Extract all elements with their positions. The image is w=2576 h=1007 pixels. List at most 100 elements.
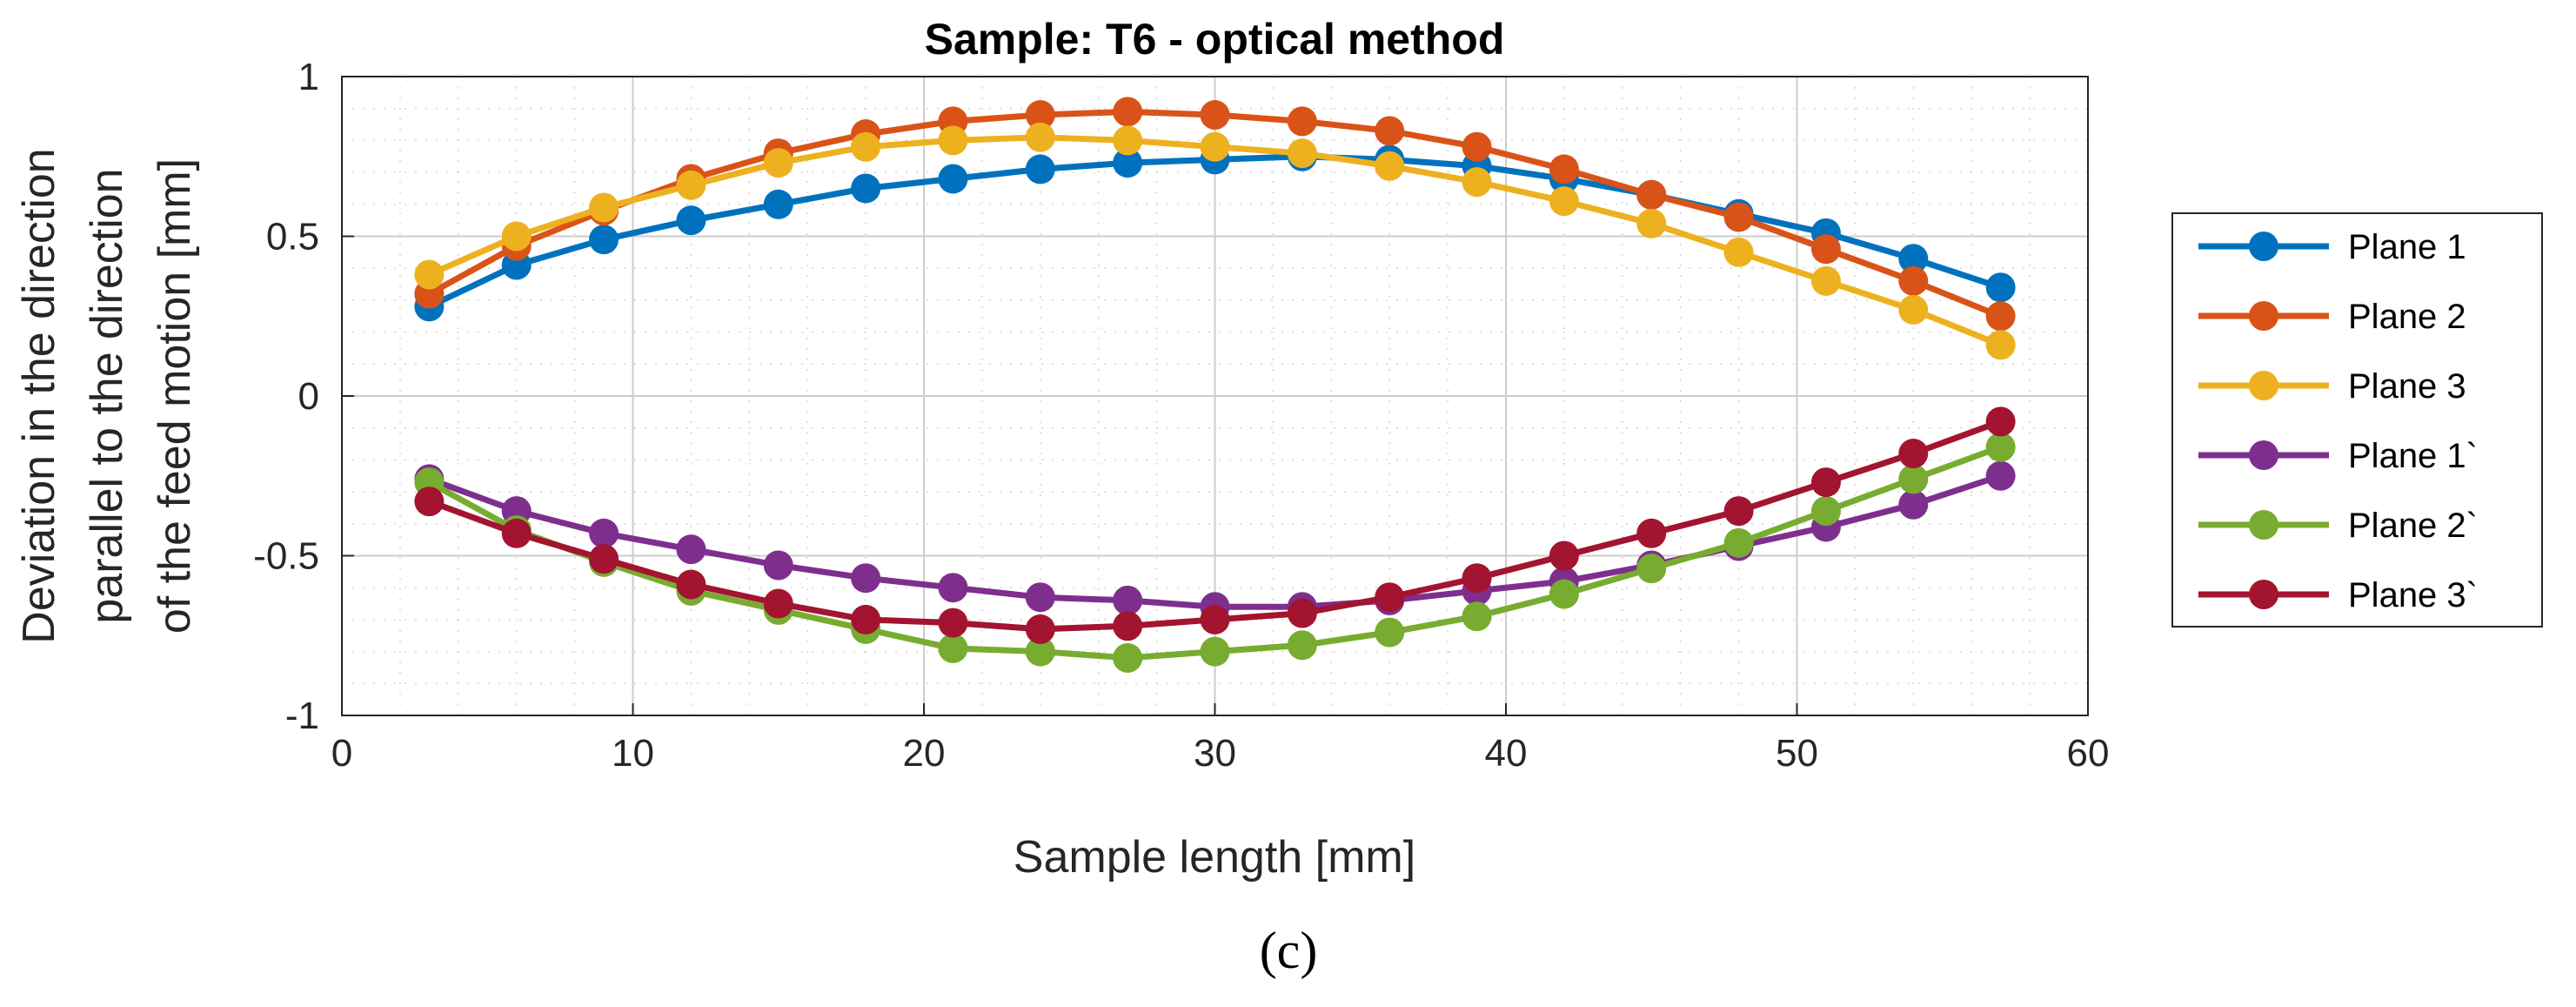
data-point — [676, 170, 706, 200]
data-point — [676, 205, 706, 236]
legend-label: Plane 3 — [2348, 367, 2466, 406]
data-point — [589, 225, 619, 255]
data-point — [1898, 244, 1929, 274]
legend-label: Plane 1` — [2348, 437, 2478, 475]
x-axis-label: Sample length [mm] — [1014, 832, 1415, 883]
data-point — [589, 518, 619, 548]
legend-swatch-marker — [2249, 371, 2278, 400]
data-point — [763, 550, 793, 581]
data-point — [1462, 167, 1492, 198]
y-tick-label: 1 — [298, 56, 319, 98]
data-point — [1025, 154, 1055, 185]
y-axis-label-line-2: parallel to the direction — [82, 168, 132, 623]
data-point — [851, 173, 881, 204]
y-tick-label: 0.5 — [266, 216, 319, 258]
data-point — [1375, 116, 1405, 146]
data-point — [1287, 630, 1317, 661]
data-point — [1985, 330, 2016, 360]
y-axis-label-line-1: Deviation in the direction — [14, 148, 64, 643]
data-point — [763, 588, 793, 619]
data-point — [1113, 611, 1143, 641]
data-point — [851, 604, 881, 634]
y-axis-label-line-3: of the feed motion [mm] — [150, 158, 200, 634]
data-point — [763, 189, 793, 219]
data-point — [1898, 489, 1929, 520]
data-point — [1200, 604, 1230, 634]
y-tick-label: -1 — [285, 695, 319, 737]
data-point — [1810, 467, 1841, 498]
data-point — [1113, 585, 1143, 615]
data-point — [938, 608, 968, 638]
data-point — [938, 125, 968, 156]
data-point — [1898, 294, 1929, 325]
data-point — [938, 573, 968, 603]
legend-item: Plane 2 — [2198, 298, 2466, 336]
legend-label: Plane 1 — [2348, 228, 2466, 266]
legend-swatch-marker — [2249, 580, 2278, 609]
data-point — [1200, 636, 1230, 667]
legend-swatch-marker — [2249, 440, 2278, 470]
y-tick-label: -0.5 — [253, 535, 319, 578]
data-point — [1025, 100, 1055, 131]
data-point — [1287, 138, 1317, 169]
data-point — [1636, 179, 1667, 210]
data-point — [851, 131, 881, 162]
y-axis-label: Deviation in the direction parallel to t… — [14, 148, 200, 643]
data-point — [501, 518, 532, 548]
data-point — [938, 164, 968, 194]
data-point — [1985, 301, 2016, 332]
data-point — [1898, 265, 1929, 296]
data-point — [1898, 464, 1929, 494]
data-point — [1985, 432, 2016, 462]
x-tick-label: 20 — [903, 732, 946, 775]
data-point — [1723, 527, 1754, 558]
legend-items: Plane 1 Plane 2 Plane 3 Plane 1` Plane 2` Pla… — [2198, 228, 2478, 614]
data-point — [414, 259, 445, 290]
data-point — [1375, 617, 1405, 648]
chart-title: Sample: T6 - optical method — [925, 15, 1505, 64]
data-point — [1810, 265, 1841, 296]
data-point — [676, 534, 706, 565]
data-point — [1723, 496, 1754, 527]
x-tick-label: 50 — [1776, 732, 1818, 775]
x-tick-label: 40 — [1485, 732, 1528, 775]
data-point — [1810, 234, 1841, 265]
x-tick-label: 10 — [612, 732, 654, 775]
legend-label: Plane 2 — [2348, 298, 2466, 336]
legend-item: Plane 1 — [2198, 228, 2466, 266]
data-point — [1287, 598, 1317, 628]
data-point — [1462, 563, 1492, 594]
data-point — [589, 544, 619, 574]
data-point — [1549, 579, 1579, 609]
data-point — [1549, 186, 1579, 217]
data-point — [1549, 154, 1579, 185]
y-tick-label: 0 — [298, 375, 319, 418]
legend-item: Plane 3` — [2198, 576, 2478, 614]
data-point — [1549, 540, 1579, 571]
series-plane-3 — [414, 122, 2016, 360]
data-point — [1985, 460, 2016, 491]
x-axis-ticks: 0 10 20 30 40 50 60 — [331, 703, 2110, 775]
series-plane-6 — [414, 406, 2016, 644]
data-point — [1898, 439, 1929, 469]
data-point — [763, 148, 793, 178]
data-point — [589, 192, 619, 223]
x-tick-label: 30 — [1194, 732, 1236, 775]
data-point — [1985, 272, 2016, 303]
data-point — [1287, 106, 1317, 137]
data-point — [851, 563, 881, 594]
data-point — [1113, 125, 1143, 156]
legend-swatch-marker — [2249, 510, 2278, 540]
data-point — [1375, 582, 1405, 613]
data-point — [1113, 642, 1143, 673]
x-tick-label: 60 — [2067, 732, 2110, 775]
figure-caption: (c) — [1260, 922, 1318, 979]
data-point — [1113, 148, 1143, 178]
data-point — [414, 487, 445, 517]
data-point — [1636, 518, 1667, 548]
data-point — [1025, 582, 1055, 613]
legend-box — [2171, 212, 2543, 628]
data-point — [1200, 100, 1230, 131]
legend-item: Plane 2` — [2198, 507, 2478, 545]
